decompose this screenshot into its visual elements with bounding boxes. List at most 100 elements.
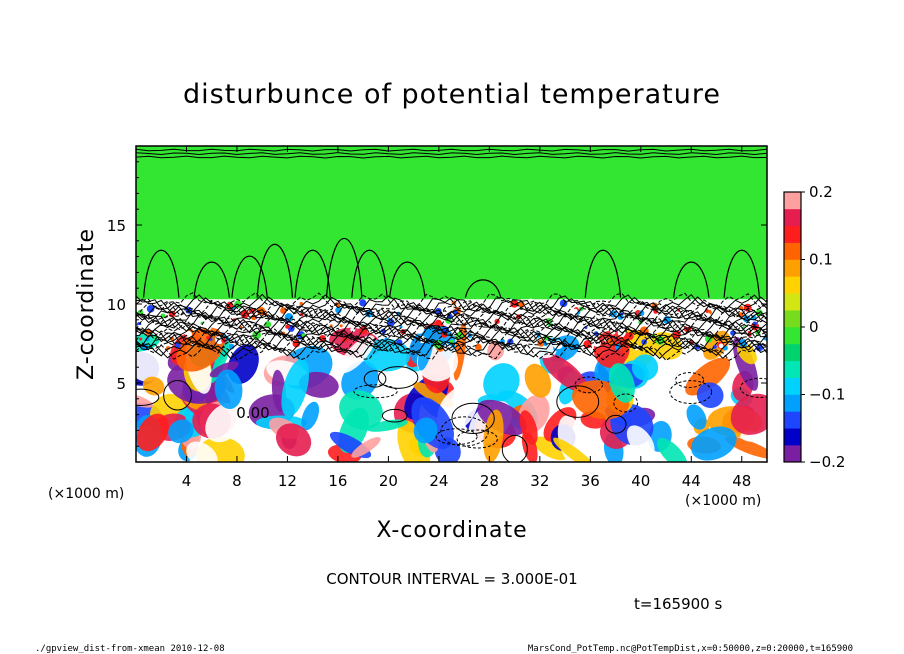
contour-label: 0.00 bbox=[236, 404, 269, 422]
x-unit-left: (×1000 m) bbox=[48, 486, 124, 502]
x-tick-label: 16 bbox=[328, 472, 347, 490]
field-blob bbox=[281, 359, 309, 417]
interface-cell bbox=[339, 324, 343, 328]
field-blob bbox=[626, 425, 655, 458]
eddy-contour bbox=[669, 380, 713, 404]
field-blob bbox=[483, 409, 504, 462]
contour-line bbox=[136, 296, 767, 317]
interface-cell bbox=[284, 313, 294, 322]
interface-cell bbox=[419, 313, 429, 323]
interface-cell bbox=[573, 308, 578, 314]
colorbar-swatch bbox=[784, 225, 801, 243]
contour-line bbox=[136, 291, 767, 312]
colorbar: 0.2 0.1 0 −0.1 −0.2 bbox=[783, 183, 845, 471]
interface-cell bbox=[435, 319, 442, 327]
interface-cell bbox=[146, 305, 155, 313]
field-blob bbox=[142, 376, 165, 396]
contour-line bbox=[136, 308, 767, 328]
field-blob bbox=[209, 361, 239, 378]
x-tick-label: 8 bbox=[232, 472, 242, 490]
colorbar-swatch bbox=[784, 360, 801, 378]
interface-cell bbox=[280, 307, 287, 314]
colorbar-tick-label: −0.1 bbox=[809, 386, 845, 404]
contour-line bbox=[136, 336, 767, 357]
field-blob bbox=[214, 369, 243, 410]
time-label: t=165900 s bbox=[634, 595, 722, 613]
colorbar-swatch bbox=[784, 411, 801, 429]
field-blob bbox=[301, 401, 320, 431]
eddy-contour bbox=[381, 408, 408, 423]
x-axis: 4 8 12 16 20 24 28 32 36 40 44 48 bbox=[182, 146, 751, 490]
field-blob bbox=[366, 419, 408, 432]
contour-interval: CONTOUR INTERVAL = 3.000E-01 bbox=[326, 570, 577, 588]
interface-cell bbox=[150, 323, 155, 328]
plume-contour bbox=[723, 249, 761, 298]
interface-cell bbox=[718, 343, 724, 349]
contour-line bbox=[136, 327, 767, 347]
plume-contour bbox=[231, 255, 268, 298]
plume-contour bbox=[325, 237, 363, 298]
contour-line bbox=[136, 312, 767, 333]
field-blob bbox=[533, 436, 569, 461]
eddy-contour bbox=[675, 372, 705, 388]
chart-title: disturbunce of potential temperature bbox=[183, 79, 721, 110]
temperature-field bbox=[136, 146, 767, 462]
colorbar-swatch bbox=[784, 394, 801, 412]
x-tick-label: 28 bbox=[480, 472, 499, 490]
colorbar-tick-label: 0.1 bbox=[809, 251, 833, 269]
field-blob bbox=[339, 390, 383, 430]
eddy-contour bbox=[435, 428, 478, 446]
contour-line bbox=[136, 318, 767, 338]
interface-cell bbox=[480, 299, 490, 309]
field-blob bbox=[136, 413, 169, 452]
interface-cell bbox=[683, 325, 692, 333]
interface-cell bbox=[743, 303, 752, 312]
field-blob bbox=[631, 354, 659, 381]
plot-area bbox=[136, 146, 767, 462]
field-blob bbox=[686, 404, 707, 430]
footer-left: ./gpview_dist-from-xmean 2010-12-08 bbox=[35, 644, 225, 654]
interface-cell bbox=[219, 327, 225, 333]
x-tick-label: 48 bbox=[732, 472, 751, 490]
field-blob bbox=[696, 382, 724, 408]
contour-line bbox=[136, 341, 767, 362]
x-tick-label: 20 bbox=[379, 472, 398, 490]
plume-contour bbox=[193, 261, 230, 298]
eddy-contour bbox=[456, 429, 498, 449]
contour-line bbox=[136, 332, 767, 352]
y-axis-label: Z-coordinate bbox=[74, 228, 99, 380]
plume-contour bbox=[142, 249, 180, 298]
y-tick-label: 5 bbox=[116, 375, 126, 393]
upper-layer bbox=[136, 146, 767, 300]
field-blob bbox=[691, 426, 737, 461]
field-blob bbox=[608, 363, 635, 403]
colorbar-tick-label: 0.2 bbox=[809, 183, 833, 201]
colorbar-swatch bbox=[784, 242, 801, 260]
x-tick-label: 40 bbox=[631, 472, 650, 490]
field-blob bbox=[275, 423, 312, 457]
field-blob bbox=[553, 437, 598, 462]
field-blob bbox=[483, 363, 520, 402]
x-tick-label: 44 bbox=[682, 472, 701, 490]
x-tick-label: 12 bbox=[278, 472, 297, 490]
interface-cell bbox=[648, 325, 657, 334]
eddy-contour bbox=[574, 376, 603, 394]
footer-right: MarsCond_PotTemp.nc@PotTempDist,x=0:5000… bbox=[528, 644, 853, 654]
interface-cell bbox=[228, 343, 235, 350]
x-axis-label: X-coordinate bbox=[376, 518, 527, 543]
eddy-contour bbox=[605, 414, 627, 434]
field-blob bbox=[487, 340, 505, 361]
x-tick-label: 36 bbox=[581, 472, 600, 490]
interface-cell bbox=[712, 344, 717, 349]
field-blob bbox=[136, 349, 164, 382]
plume-contour bbox=[256, 244, 294, 298]
contour-line bbox=[136, 316, 767, 335]
colorbar-swatch bbox=[784, 276, 801, 294]
eddy-contour bbox=[451, 402, 495, 435]
field-blob bbox=[298, 371, 339, 398]
x-tick-label: 4 bbox=[182, 472, 192, 490]
interface-cell bbox=[193, 299, 200, 306]
interface-cell bbox=[335, 306, 342, 314]
colorbar-tick-label: 0 bbox=[809, 318, 819, 336]
plume-contour bbox=[673, 261, 710, 298]
